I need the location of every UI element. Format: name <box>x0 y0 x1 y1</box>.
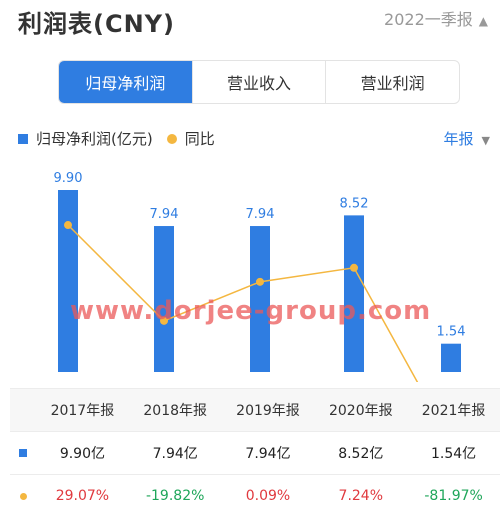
yoy-point <box>64 221 72 229</box>
annual-selector[interactable]: 年报 ▼ <box>444 128 490 149</box>
table-header-row: 2017年报 2018年报 2019年报 2020年报 2021年报 <box>10 389 500 432</box>
chart-legend: 归母净利润(亿元) 同比 <box>18 128 215 149</box>
tab-revenue[interactable]: 营业收入 <box>193 61 327 103</box>
table-header: 2019年报 <box>222 389 315 432</box>
table-cell: 7.24% <box>314 475 407 517</box>
yoy-point <box>350 264 358 272</box>
bar <box>58 190 78 372</box>
table-cell: 8.52亿 <box>314 432 407 475</box>
tab-operating-profit[interactable]: 营业利润 <box>326 61 459 103</box>
caret-down-icon: ▼ <box>482 134 490 147</box>
table-cell: 7.94亿 <box>222 432 315 475</box>
table-cell: 7.94亿 <box>129 432 222 475</box>
watermark: www.dorjee-group.com <box>70 296 431 326</box>
legend-series-profit: 归母净利润(亿元) <box>36 128 153 149</box>
bar <box>344 215 364 372</box>
table-row-yoy: 29.07% -19.82% 0.09% 7.24% -81.97% <box>10 475 500 517</box>
bar-legend-icon <box>18 134 28 144</box>
bar-label: 9.90 <box>54 171 83 186</box>
bar-label: 1.54 <box>437 325 466 340</box>
table-header: 2021年报 <box>407 389 500 432</box>
caret-up-icon: ▲ <box>479 14 488 28</box>
table-cell: 0.09% <box>222 475 315 517</box>
bar-label: 7.94 <box>150 207 179 222</box>
annual-label: 年报 <box>444 130 474 148</box>
table-header: 2020年报 <box>314 389 407 432</box>
bar-series-icon <box>19 449 27 457</box>
table-cell: 29.07% <box>36 475 129 517</box>
table-cell: 1.54亿 <box>407 432 500 475</box>
tab-net-profit[interactable]: 归母净利润 <box>59 61 193 103</box>
data-table: 2017年报 2018年报 2019年报 2020年报 2021年报 9.90亿… <box>10 388 500 517</box>
table-cell: -19.82% <box>129 475 222 517</box>
table-row-profit: 9.90亿 7.94亿 7.94亿 8.52亿 1.54亿 <box>10 432 500 475</box>
table-header: 2017年报 <box>36 389 129 432</box>
table-cell: -81.97% <box>407 475 500 517</box>
line-legend-icon <box>167 134 177 144</box>
profit-chart: 9.90 7.94 7.94 8.52 1.54 <box>0 160 500 382</box>
period-selector[interactable]: 2022一季报 ▲ <box>384 6 488 30</box>
line-series-icon <box>20 493 27 500</box>
period-label: 2022一季报 <box>384 10 473 29</box>
bar <box>441 344 461 372</box>
legend-series-yoy: 同比 <box>185 128 215 149</box>
metric-tabs: 归母净利润 营业收入 营业利润 <box>58 60 460 104</box>
bar-label: 8.52 <box>340 196 369 211</box>
table-cell: 9.90亿 <box>36 432 129 475</box>
bar-label: 7.94 <box>246 207 275 222</box>
yoy-point <box>256 278 264 286</box>
page-title: 利润表(CNY) <box>18 4 175 39</box>
table-header: 2018年报 <box>129 389 222 432</box>
